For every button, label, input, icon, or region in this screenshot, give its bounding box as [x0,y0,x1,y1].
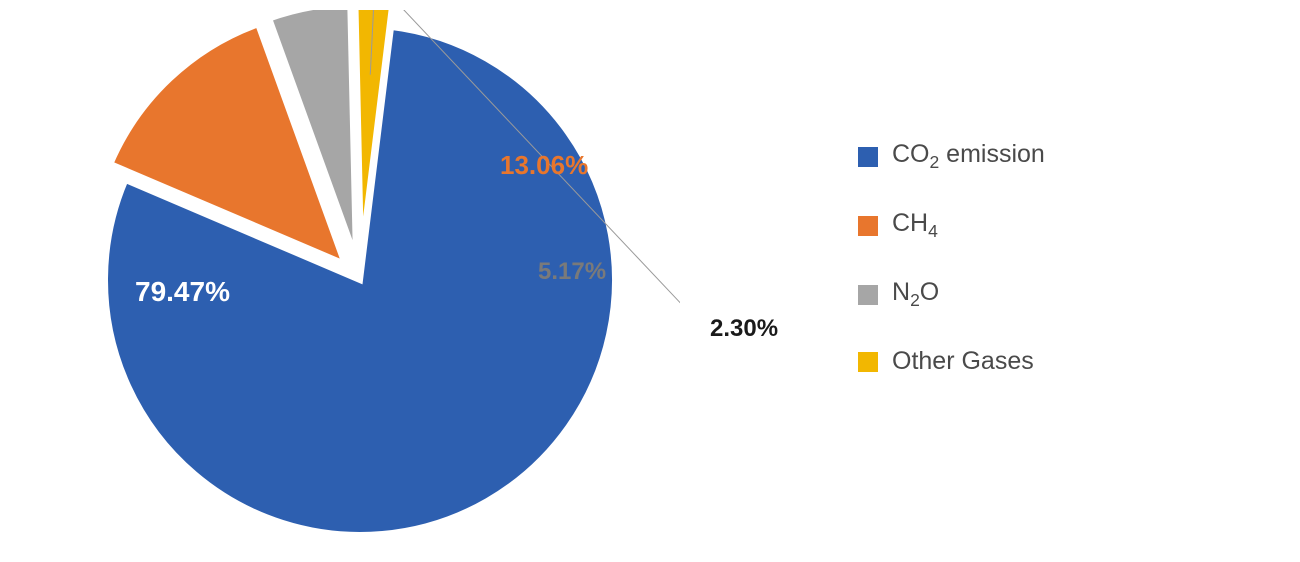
slice-label-ch4: 13.06% [500,150,588,181]
legend-swatch-n2o [858,285,878,305]
slice-label-co2: 79.47% [135,276,230,308]
legend-label-other: Other Gases [892,347,1034,376]
legend-item-n2o: N2O [858,278,1045,311]
legend-item-other: Other Gases [858,347,1045,376]
legend-label-co2: CO2 emission [892,140,1045,173]
chart-stage: 79.47% 13.06% 5.17% 2.30% CO2 emission C… [0,0,1300,562]
slice-label-n2o: 5.17% [538,258,606,286]
legend-label-n2o: N2O [892,278,939,311]
legend-swatch-other [858,352,878,372]
legend-item-co2: CO2 emission [858,140,1045,173]
legend-item-ch4: CH4 [858,209,1045,242]
legend: CO2 emission CH4 N2O Other Gases [858,140,1045,376]
pie-chart: 79.47% 13.06% 5.17% 2.30% [40,10,680,550]
legend-swatch-ch4 [858,216,878,236]
legend-swatch-co2 [858,147,878,167]
legend-label-ch4: CH4 [892,209,938,242]
slice-label-other: 2.30% [710,315,778,343]
